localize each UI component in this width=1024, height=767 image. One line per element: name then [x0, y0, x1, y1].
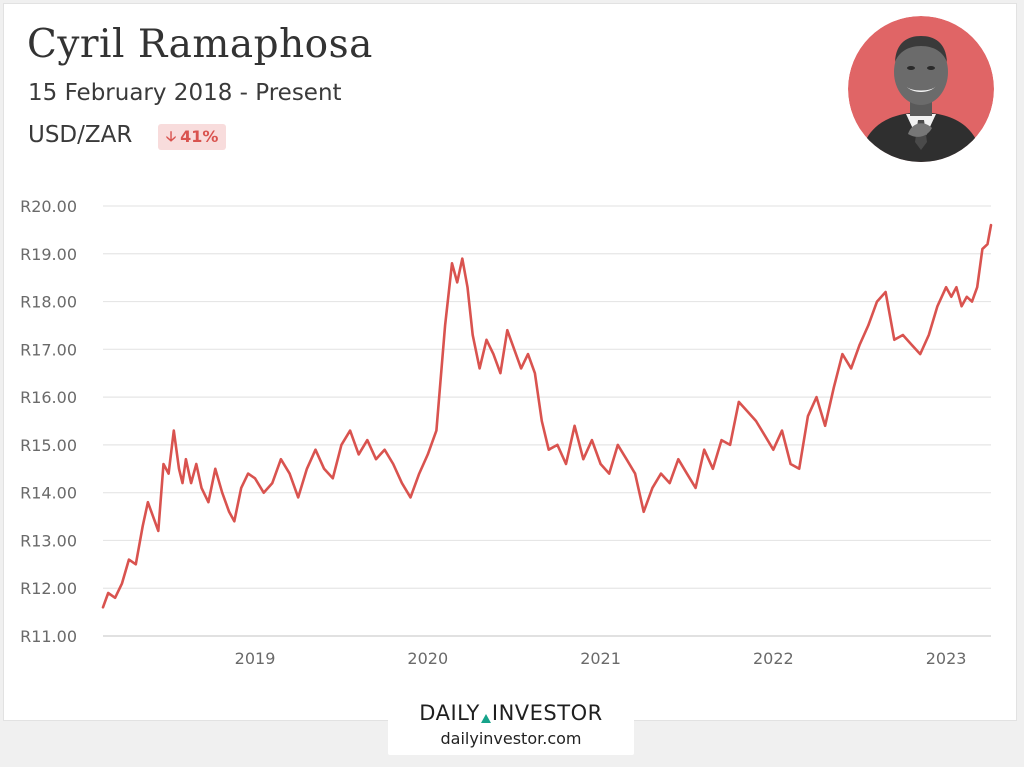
x-tick-label: 2023 [926, 649, 967, 668]
chart-title: Cyril Ramaphosa [27, 22, 373, 67]
brand-triangle-icon [480, 714, 491, 723]
y-tick-label: R14.00 [20, 484, 77, 503]
brand-domain: dailyinvestor.com [440, 729, 582, 748]
y-tick-label: R19.00 [20, 245, 77, 264]
y-tick-label: R20.00 [20, 197, 77, 216]
x-tick-label: 2020 [407, 649, 448, 668]
change-value: 41% [180, 127, 219, 146]
brand-right: INVESTOR [491, 701, 603, 725]
change-badge: 🡣 41% [158, 124, 227, 150]
chart-subtitle: 15 February 2018 - Present [28, 80, 342, 106]
y-tick-label: R16.00 [20, 388, 77, 407]
footer-brand-tab: DAILY INVESTOR dailyinvestor.com [388, 693, 634, 755]
brand-logo: DAILY INVESTOR [388, 701, 634, 725]
x-tick-label: 2022 [753, 649, 794, 668]
x-tick-label: 2021 [580, 649, 621, 668]
portrait-photo [848, 16, 994, 162]
y-tick-label: R15.00 [20, 436, 77, 455]
y-tick-label: R17.00 [20, 340, 77, 359]
y-tick-label: R18.00 [20, 293, 77, 312]
arrow-down-icon: 🡣 [166, 129, 177, 145]
usd-zar-series-line [101, 223, 993, 609]
y-tick-label: R12.00 [20, 579, 77, 598]
portrait-avatar [848, 16, 994, 162]
y-tick-label: R11.00 [20, 627, 77, 646]
x-tick-label: 2019 [235, 649, 276, 668]
currency-pair-label: USD/ZAR [28, 122, 133, 148]
brand-left: DAILY [419, 701, 480, 725]
y-tick-label: R13.00 [20, 531, 77, 550]
